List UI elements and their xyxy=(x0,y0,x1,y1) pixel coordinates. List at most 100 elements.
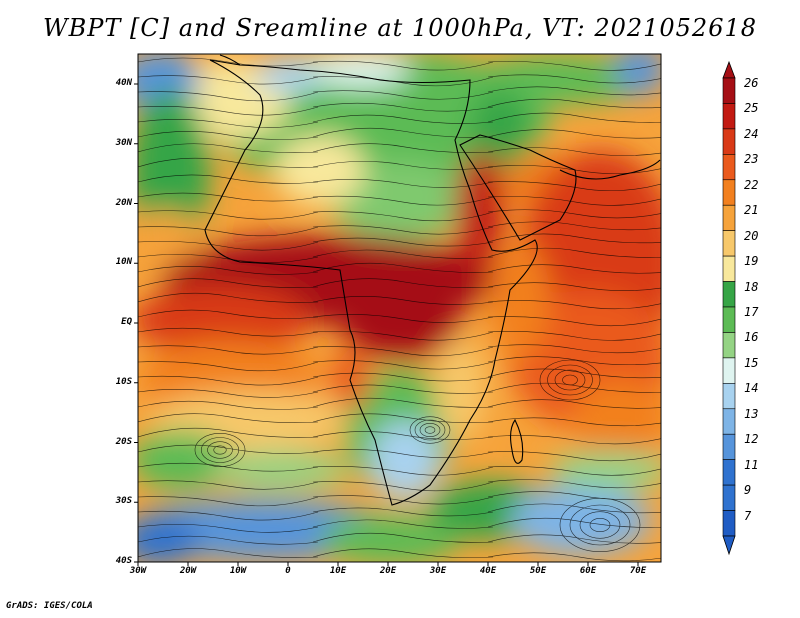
longitude-label: 50E xyxy=(529,566,547,576)
streamline xyxy=(138,210,319,220)
colorbar-segment xyxy=(722,408,736,435)
streamline xyxy=(487,466,661,476)
colorbar-label: 12 xyxy=(744,432,759,447)
streamline xyxy=(312,296,494,305)
colorbar-label: 23 xyxy=(744,152,759,167)
streamline xyxy=(312,449,494,458)
streamline xyxy=(312,249,494,259)
latitude-label: 40N xyxy=(115,78,132,88)
streamline xyxy=(487,399,661,409)
streamline xyxy=(312,314,494,323)
streamline xyxy=(487,417,661,427)
streamline xyxy=(138,157,319,168)
streamline xyxy=(138,480,319,490)
latitude-label: 10S xyxy=(115,376,132,387)
streamline xyxy=(487,382,661,393)
streamline-swirl xyxy=(579,511,621,539)
streamline xyxy=(312,372,494,382)
streamline xyxy=(138,389,319,398)
streamline xyxy=(138,535,319,545)
streamline xyxy=(138,413,319,423)
streamline xyxy=(138,462,319,472)
longitude-label: 20E xyxy=(379,566,397,576)
streamline xyxy=(312,431,494,440)
streamline xyxy=(487,233,661,244)
longitude-label: 30E xyxy=(429,566,447,576)
streamline-swirl xyxy=(559,498,641,552)
colorbar-segment xyxy=(722,510,736,537)
streamline xyxy=(138,266,319,275)
colorbar-label: 18 xyxy=(744,279,759,294)
colorbar-segment xyxy=(722,281,736,308)
longitude-label: 10W xyxy=(229,566,247,576)
streamline xyxy=(138,496,319,507)
streamline xyxy=(487,331,661,341)
streamline xyxy=(487,196,661,206)
colorbar-label: 22 xyxy=(744,177,759,192)
streamline-swirl xyxy=(539,359,601,401)
streamline xyxy=(487,61,661,71)
streamline xyxy=(487,221,661,231)
streamline xyxy=(138,523,319,533)
streamline-swirl xyxy=(589,518,611,532)
longitude-label: 10E xyxy=(329,566,347,576)
colorbar-label: 9 xyxy=(744,483,752,498)
longitude-label: 20W xyxy=(179,566,197,576)
colorbar-label: 20 xyxy=(744,228,759,243)
streamline xyxy=(487,517,661,528)
streamline xyxy=(487,368,661,379)
streamline xyxy=(487,112,661,123)
streamline xyxy=(312,548,494,559)
streamline xyxy=(138,278,319,288)
colorbar-label: 16 xyxy=(744,330,759,345)
streamline xyxy=(487,247,661,258)
streamline xyxy=(312,179,494,188)
streamline xyxy=(138,143,319,153)
colorbar-label: 24 xyxy=(744,126,759,141)
streamline xyxy=(138,444,319,454)
colorbar-label: 26 xyxy=(744,76,759,90)
streamline xyxy=(138,345,319,355)
colorbar-segment xyxy=(722,306,736,333)
streamline xyxy=(312,211,494,222)
streamline xyxy=(312,237,494,247)
streamline xyxy=(138,105,319,116)
streamline-swirl xyxy=(547,364,593,396)
streamline xyxy=(487,86,661,96)
streamline xyxy=(138,427,319,438)
streamline-swirl xyxy=(200,437,240,463)
streamline xyxy=(312,160,494,170)
streamline xyxy=(487,264,661,274)
streamline xyxy=(487,129,661,139)
streamline-swirl xyxy=(414,419,446,441)
colorbar-segment xyxy=(722,128,736,155)
streamline xyxy=(138,548,319,558)
colorbar-segment xyxy=(722,77,736,104)
streamline xyxy=(487,316,661,327)
colorbar-segment xyxy=(722,459,736,486)
latitude-label: 30S xyxy=(115,496,132,507)
streamline xyxy=(312,195,494,206)
colorbar-segment xyxy=(722,204,736,231)
coastline xyxy=(204,54,661,506)
streamline xyxy=(138,192,319,202)
colorbar-segment xyxy=(722,484,736,511)
streamline-swirl xyxy=(554,369,586,391)
streamline xyxy=(487,300,661,310)
streamline-swirl xyxy=(194,433,246,467)
streamline-swirl xyxy=(562,374,578,386)
colorbar-label: 15 xyxy=(744,355,759,370)
streamline xyxy=(312,143,494,153)
colorbar-segment xyxy=(722,179,736,206)
colorbar-segment xyxy=(722,383,736,410)
map-frame xyxy=(137,53,662,563)
streamline xyxy=(487,209,661,219)
streamline xyxy=(312,532,494,543)
streamline xyxy=(312,481,494,492)
streamline xyxy=(138,91,319,102)
colorbar-label: 14 xyxy=(744,381,759,396)
streamline xyxy=(312,346,494,357)
colorbar-segment xyxy=(722,154,736,181)
